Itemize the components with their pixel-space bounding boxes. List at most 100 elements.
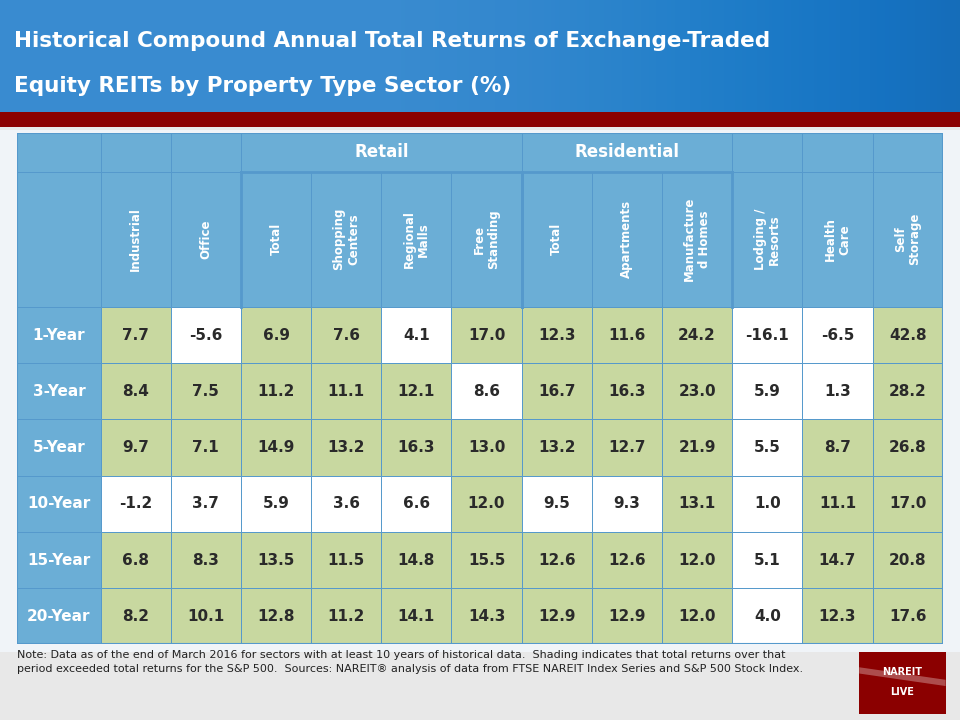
Bar [171,307,241,363]
Bar [591,307,662,363]
Bar [311,171,381,307]
Text: 12.1: 12.1 [397,384,435,399]
Text: -6.5: -6.5 [821,328,854,343]
Bar [311,532,381,588]
Bar [732,307,803,363]
Text: Shopping
Centers: Shopping Centers [332,208,360,271]
Bar [873,588,943,644]
Text: 1.3: 1.3 [824,384,851,399]
Text: Lodging /
Resorts: Lodging / Resorts [754,209,781,270]
Bar [171,133,241,171]
Bar [451,307,521,363]
Bar [451,171,521,307]
Bar [451,532,521,588]
Bar [311,420,381,476]
Text: -16.1: -16.1 [745,328,789,343]
Text: 20.8: 20.8 [889,552,926,567]
Bar [803,588,873,644]
Text: 12.0: 12.0 [679,609,716,624]
Bar [662,363,732,420]
Bar [381,171,451,307]
Text: 8.6: 8.6 [473,384,500,399]
Text: 13.0: 13.0 [468,440,505,455]
Text: 4.1: 4.1 [403,328,430,343]
Text: 5.9: 5.9 [263,496,290,511]
Text: 16.3: 16.3 [609,384,646,399]
Bar [311,588,381,644]
Text: -5.6: -5.6 [189,328,223,343]
Bar [521,171,591,307]
Bar [101,532,171,588]
Bar [662,532,732,588]
Text: 17.0: 17.0 [889,496,926,511]
Bar [17,476,101,532]
Bar [803,476,873,532]
Text: 6.8: 6.8 [122,552,149,567]
Text: 15-Year: 15-Year [27,552,90,567]
Bar [381,476,451,532]
Bar [803,532,873,588]
Text: 11.2: 11.2 [327,609,365,624]
Bar [381,307,451,363]
Bar [101,420,171,476]
Text: 10.1: 10.1 [187,609,225,624]
Text: 12.3: 12.3 [538,328,575,343]
Bar [311,363,381,420]
Text: Health
Care: Health Care [824,217,852,261]
Text: 24.2: 24.2 [678,328,716,343]
Text: 8.4: 8.4 [122,384,149,399]
Text: 8.2: 8.2 [122,609,149,624]
Text: 8.7: 8.7 [824,440,851,455]
Bar [241,133,521,171]
Bar [17,588,101,644]
Bar [732,363,803,420]
Text: 13.2: 13.2 [327,440,365,455]
Bar [873,363,943,420]
Bar [241,171,311,307]
Text: 14.7: 14.7 [819,552,856,567]
Bar [311,476,381,532]
Bar [521,420,591,476]
Bar [732,588,803,644]
Bar [17,532,101,588]
Bar [451,420,521,476]
Bar [591,171,662,307]
Text: Retail: Retail [354,143,409,161]
Bar [241,363,311,420]
Text: 11.1: 11.1 [327,384,365,399]
Bar [101,133,171,171]
Text: Manufacture
d Homes: Manufacture d Homes [684,197,710,282]
Text: -1.2: -1.2 [119,496,153,511]
Bar [662,588,732,644]
Text: 6.9: 6.9 [262,328,290,343]
Text: Apartments: Apartments [620,200,634,279]
Bar [873,307,943,363]
Text: 5.9: 5.9 [754,384,780,399]
Text: 12.6: 12.6 [608,552,646,567]
Text: 3.6: 3.6 [333,496,360,511]
Bar [591,363,662,420]
Bar [171,171,241,307]
Text: 3.7: 3.7 [192,496,219,511]
Bar [381,363,451,420]
Text: 14.3: 14.3 [468,609,505,624]
Text: Historical Compound Annual Total Returns of Exchange-Traded: Historical Compound Annual Total Returns… [14,31,771,51]
Bar [521,307,591,363]
Text: 11.1: 11.1 [819,496,856,511]
Bar [732,532,803,588]
Bar [171,588,241,644]
Bar [732,171,803,307]
Text: 20-Year: 20-Year [27,609,90,624]
Bar [873,420,943,476]
Text: 7.5: 7.5 [192,384,219,399]
Text: 12.0: 12.0 [468,496,505,511]
Text: 12.0: 12.0 [679,552,716,567]
Bar [241,476,311,532]
Text: LIVE: LIVE [891,688,914,697]
Text: 7.7: 7.7 [122,328,149,343]
Bar [803,307,873,363]
Text: 9.3: 9.3 [613,496,640,511]
Text: 16.3: 16.3 [397,440,435,455]
Bar [17,133,101,171]
Text: 13.1: 13.1 [679,496,716,511]
